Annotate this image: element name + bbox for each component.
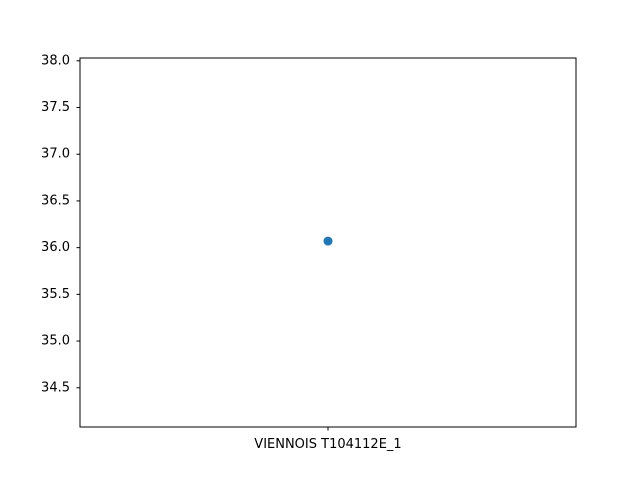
data-points bbox=[323, 236, 333, 246]
y-tick-label: 38.0 bbox=[41, 53, 70, 68]
y-tick-label: 35.5 bbox=[41, 287, 70, 302]
y-tick-label: 36.5 bbox=[41, 193, 70, 208]
y-axis-ticks: 34.5 35.0 35.5 36.0 36.5 37.0 37.5 38.0 bbox=[41, 53, 80, 395]
data-point bbox=[323, 236, 333, 246]
x-tick-label: VIENNOIS T104112E_1 bbox=[254, 437, 401, 452]
x-axis-ticks: VIENNOIS T104112E_1 bbox=[254, 427, 402, 452]
y-tick-label: 37.5 bbox=[41, 100, 70, 115]
plot-area-frame bbox=[79, 57, 577, 428]
y-tick-label: 37.0 bbox=[41, 147, 70, 162]
y-tick-label: 34.5 bbox=[41, 380, 70, 395]
y-tick-label: 36.0 bbox=[41, 240, 70, 255]
y-tick-label: 35.0 bbox=[41, 334, 70, 349]
